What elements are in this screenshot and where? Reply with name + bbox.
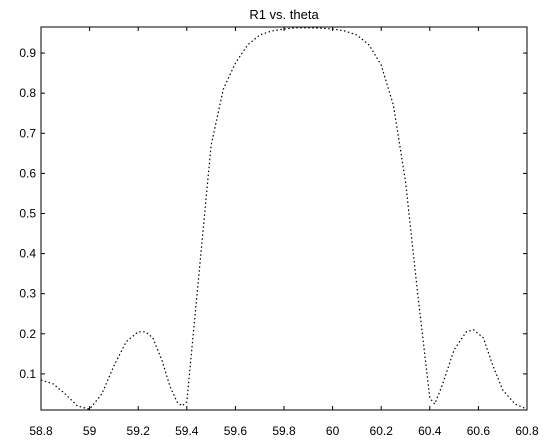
- x-tick-label: 60.6: [467, 424, 491, 438]
- x-tick-label: 60.8: [515, 424, 539, 438]
- plot-frame: [40, 26, 528, 411]
- y-tick-label: 0.8: [19, 86, 36, 100]
- y-tick-label: 0.9: [19, 46, 36, 60]
- x-tick-label: 59: [83, 424, 97, 438]
- x-tick-label: 60.2: [370, 424, 394, 438]
- x-tick-label: 59.4: [175, 424, 199, 438]
- y-tick-label: 0.3: [19, 287, 36, 301]
- x-tick-label: 59.6: [224, 424, 248, 438]
- x-tick-label: 60: [326, 424, 340, 438]
- x-tick-label: 59.2: [127, 424, 151, 438]
- x-tick-label: 58.8: [29, 424, 53, 438]
- y-tick-label: 0.2: [19, 327, 36, 341]
- y-tick-label: 0.7: [19, 126, 36, 140]
- y-axis: 0.1 0.2 0.3 0.4 0.5 0.6 0.7 0.8 0.9: [19, 46, 527, 381]
- y-tick-label: 0.6: [19, 166, 36, 180]
- y-tick-label: 0.4: [19, 247, 36, 261]
- x-tick-label: 60.4: [418, 424, 442, 438]
- chart-title: R1 vs. theta: [249, 7, 319, 22]
- x-tick-label: 59.8: [272, 424, 296, 438]
- x-axis: 58.8 59 59.2 59.4 59.6 59.8 60 60.2 60.4 60.6 60.8: [29, 27, 539, 438]
- y-tick-label: 0.5: [19, 206, 36, 220]
- y-tick-label: 0.1: [19, 367, 36, 381]
- series-line: [40, 27, 528, 410]
